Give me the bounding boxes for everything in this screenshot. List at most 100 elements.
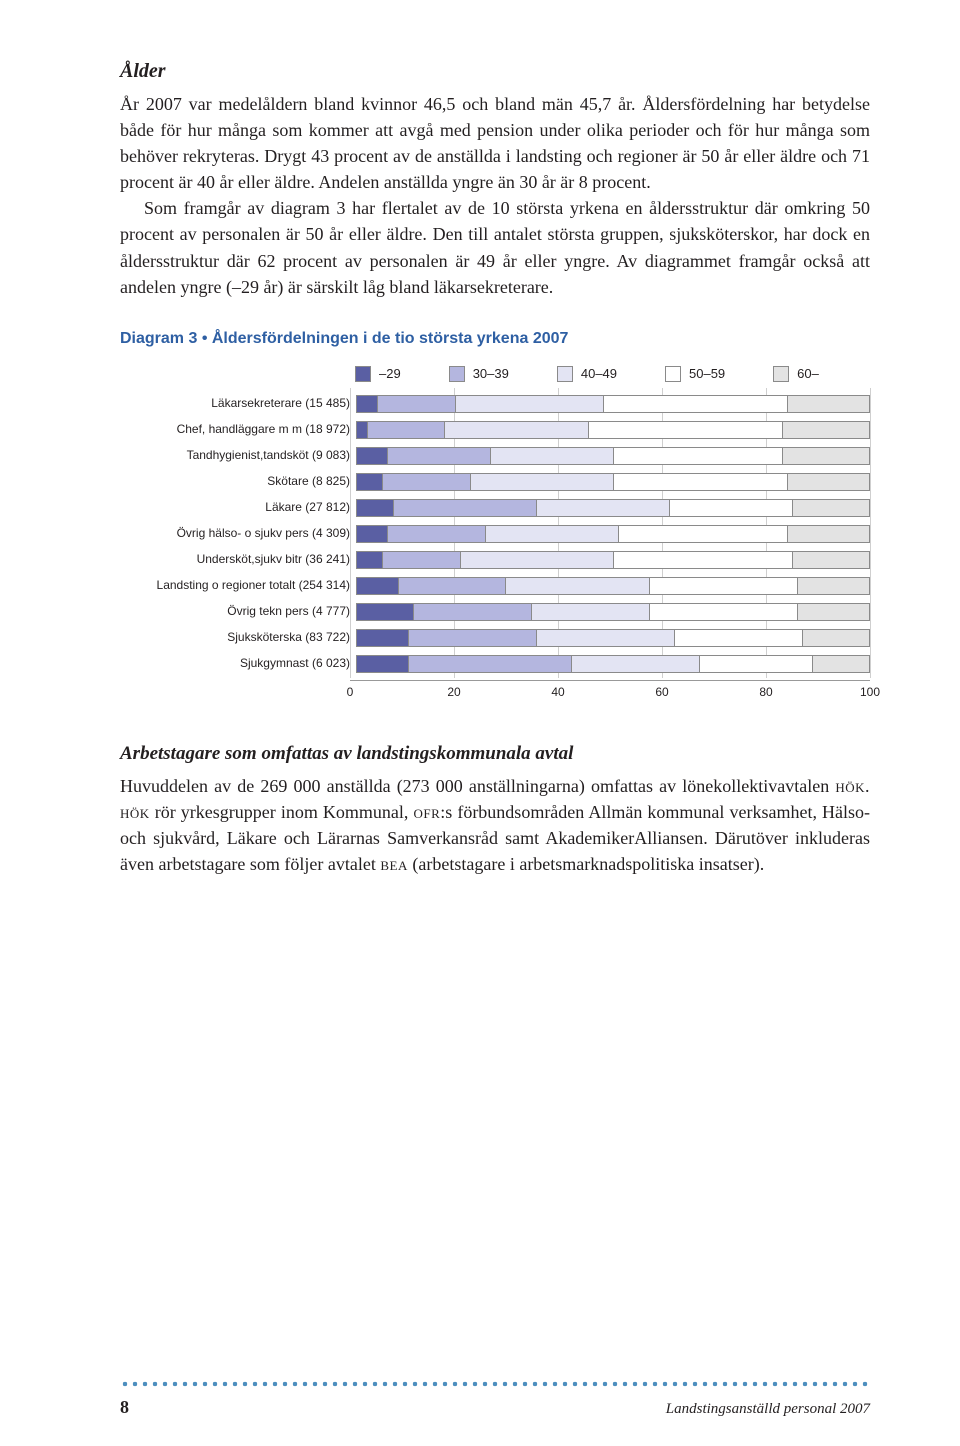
chart-bar-segment [388,447,491,465]
chart-bar-segment [670,499,793,517]
chart-row: Läkarsekreterare (15 485) [120,392,870,414]
chart-bar-segment [788,473,870,491]
legend-item: –29 [355,366,401,382]
x-tick: 80 [759,685,772,699]
chart-row-label: Chef, handläggare m m (18 972) [120,422,356,436]
paragraph-2: Som framgår av diagram 3 har flertalet a… [120,195,870,299]
chart-bar-segment [619,525,788,543]
chart-row-label: Läkare (27 812) [120,500,356,514]
chart-bar-segment [537,499,670,517]
chart-bar-segment [409,629,537,647]
chart-bar [356,421,870,437]
chart-row-label: Undersköt,sjukv bitr (36 241) [120,552,356,566]
chart-bar [356,629,870,645]
chart-bar-segment [461,551,614,569]
chart-bar [356,525,870,541]
x-tick: 40 [551,685,564,699]
chart-bar-segment [456,395,604,413]
chart-bar-segment [491,447,614,465]
chart-bar-segment [356,473,383,491]
chart-bar-segment [589,421,783,439]
chart-row: Sjukgymnast (6 023) [120,652,870,674]
chart-bar-segment [356,499,394,517]
chart-row-label: Sjuksköterska (83 722) [120,630,356,644]
chart-bar-segment [793,499,870,517]
chart-bar [356,603,870,619]
chart-bar-segment [813,655,870,673]
page-number: 8 [120,1397,129,1418]
chart-row: Sjuksköterska (83 722) [120,626,870,648]
para3-mid: rör yrkesgrupper inom Kommunal, [150,802,414,822]
legend-swatch [355,366,371,382]
chart-bar-segment [675,629,803,647]
chart-bar-segment [793,551,870,569]
legend-label: 30–39 [473,366,509,381]
chart-bar [356,499,870,515]
legend-swatch [557,366,573,382]
chart-row-label: Övrig hälso- o sjukv pers (4 309) [120,526,356,540]
legend-item: 40–49 [557,366,617,382]
chart-bar-segment [356,655,409,673]
footer-dots [120,1381,870,1387]
chart-row: Övrig tekn pers (4 777) [120,600,870,622]
x-tick: 0 [347,685,354,699]
chart-bar-segment [388,525,486,543]
diagram-3-title: Diagram 3 • Åldersfördelningen i de tio … [120,330,870,348]
chart-row-label: Sjukgymnast (6 023) [120,656,356,670]
legend-swatch [773,366,789,382]
chart-bar-segment [798,603,870,621]
chart-bar-segment [356,577,399,595]
chart-bar-segment [537,629,675,647]
x-tick: 60 [655,685,668,699]
chart-bar-segment [414,603,532,621]
chart-bar-segment [650,577,798,595]
chart-row: Chef, handläggare m m (18 972) [120,418,870,440]
chart-bar-segment [356,447,388,465]
legend-label: 40–49 [581,366,617,381]
legend-item: 60– [773,366,819,382]
chart-bar-segment [700,655,813,673]
footer-title: Landstingsanställd personal 2007 [666,1401,870,1418]
para3-end: (arbetstagare i arbetsmarknadspolitiska … [408,854,764,874]
chart-row-label: Övrig tekn pers (4 777) [120,604,356,618]
chart-bar-segment [409,655,573,673]
chart-bar-segment [445,421,588,439]
page-footer: 8 Landstingsanställd personal 2007 [0,1381,960,1418]
chart-bar [356,447,870,463]
chart-bar-segment [803,629,870,647]
chart-bar [356,473,870,489]
chart-bar-segment [788,395,870,413]
bea-abbrev: bea [380,854,408,874]
chart-row: Undersköt,sjukv bitr (36 241) [120,548,870,570]
legend-label: 50–59 [689,366,725,381]
legend-swatch [665,366,681,382]
section-heading-alder: Ålder [120,60,870,83]
legend-swatch [449,366,465,382]
chart-bar-segment [394,499,537,517]
chart-row-label: Landsting o regioner totalt (254 314) [120,578,356,592]
legend-item: 50–59 [665,366,725,382]
chart-bar-segment [471,473,614,491]
chart-bar-segment [356,421,368,439]
legend-label: 60– [797,366,819,381]
chart-bar [356,395,870,411]
chart-bar-segment [572,655,700,673]
chart-bar-segment [604,395,788,413]
paragraph-2-text: Som framgår av diagram 3 har flertalet a… [120,198,870,296]
chart-x-axis: 020406080100 [120,680,870,699]
chart-bar-segment [356,603,414,621]
chart-bar [356,655,870,671]
chart-legend: –29 30–39 40–49 50–59 60– [355,366,870,382]
chart-bar-segment [614,551,793,569]
diagram-3-chart: –29 30–39 40–49 50–59 60– Läkarsekreterare (… [120,366,870,699]
chart-row: Läkare (27 812) [120,496,870,518]
chart-bar-segment [614,447,783,465]
chart-bar-segment [356,629,409,647]
chart-row: Landsting o regioner totalt (254 314) [120,574,870,596]
chart-bar-segment [506,577,649,595]
x-tick: 100 [860,685,880,699]
chart-bar [356,551,870,567]
chart-bar-segment [532,603,650,621]
chart-bar-segment [356,525,388,543]
legend-label: –29 [379,366,401,381]
